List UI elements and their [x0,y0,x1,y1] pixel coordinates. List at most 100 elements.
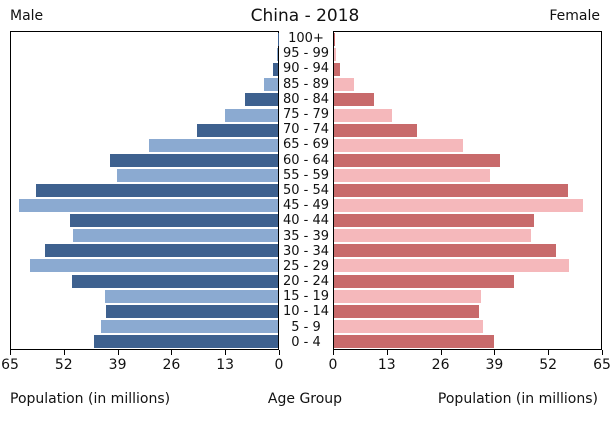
axis-tick-label: 52 [54,357,73,373]
pyramid-row-male [11,198,278,213]
pyramid-row-male [11,168,278,183]
age-group-label: 55 - 59 [282,167,330,183]
female-bar [334,108,392,122]
pyramid-row-male [11,213,278,228]
female-bar [334,274,515,288]
pyramid-row-male [11,77,278,92]
male-bar [101,319,278,333]
age-group-label: 75 - 79 [282,107,330,123]
axis-tick [386,350,388,355]
female-bar [334,78,355,92]
male-plot-area [10,31,279,350]
female-bar [334,319,484,333]
axis-tick-label: 0 [274,357,284,373]
female-axis-caption: Population (in millions) [437,391,598,407]
age-group-label: 40 - 44 [282,213,330,229]
axis-tick-label: 52 [539,357,558,373]
female-bar [334,138,464,152]
axis-tick-label: 65 [593,357,610,373]
female-bar [334,244,556,258]
pyramid-row-male [11,62,278,77]
pyramid-row-female [334,304,601,319]
male-bar [93,334,278,348]
female-bar [334,289,482,303]
male-bar [116,168,278,182]
pyramid-row-male [11,289,278,304]
male-bar [272,63,278,77]
male-bar [149,138,278,152]
axis-tick-label: 26 [162,357,181,373]
age-group-label: 25 - 29 [282,258,330,274]
axis-tick [63,350,65,355]
age-group-label: 80 - 84 [282,91,330,107]
male-bar [19,199,278,213]
male-bar [197,123,278,137]
pyramid-row-male [11,92,278,107]
axis-tick-label: 39 [485,357,504,373]
age-group-label: 95 - 99 [282,46,330,62]
pyramid-row-male [11,243,278,258]
pyramid-row-male [11,123,278,138]
male-bar [106,304,278,318]
female-bar [334,214,535,228]
age-group-label: 85 - 89 [282,76,330,92]
female-bar [334,168,490,182]
age-group-axis-caption: Age Group [267,391,343,407]
age-group-labels: 100+ 95 - 99 90 - 94 85 - 89 80 - 84 75 - 79 7… [279,31,333,350]
age-group-label: 10 - 14 [282,304,330,320]
pyramid-row-male [11,107,278,122]
axis-tick [279,350,280,355]
age-group-label: 20 - 24 [282,274,330,290]
pyramid-row-female [334,123,601,138]
female-bar [334,93,375,107]
age-group-label: 35 - 39 [282,228,330,244]
age-group-label: 100+ [288,31,324,47]
axis-tick-label: 0 [328,357,338,373]
pyramid-row-female [334,77,601,92]
axis-tick [602,350,603,355]
pyramid-row-female [334,138,601,153]
axis-tick-label: 13 [377,357,396,373]
axis-tick [225,350,227,355]
axis-tick [494,350,496,355]
male-bar [29,259,278,273]
pyramid-row-female [334,198,601,213]
female-bar [334,183,569,197]
axis-tick-label: 26 [431,357,450,373]
age-group-label: 70 - 74 [282,122,330,138]
pyramid-row-female [334,334,601,349]
female-bar [334,33,335,47]
male-bar [104,289,278,303]
female-bar [334,304,479,318]
male-bar [263,78,278,92]
pyramid-row-male [11,258,278,273]
female-bar [334,63,341,77]
female-plot-area [333,31,602,350]
pyramid-row-female [334,32,601,47]
pyramid-row-female [334,62,601,77]
age-group-label: 60 - 64 [282,152,330,168]
pyramid-row-female [334,243,601,258]
pyramid-row-male [11,138,278,153]
age-group-label: 5 - 9 [291,319,321,335]
pyramid-row-male [11,334,278,349]
axis-tick [333,350,334,355]
pyramid-row-female [334,258,601,273]
pyramid-row-male [11,319,278,334]
pyramid-row-female [334,92,601,107]
age-group-label: 15 - 19 [282,289,330,305]
axis-tick [117,350,119,355]
male-bar [244,93,278,107]
age-group-label: 45 - 49 [282,198,330,214]
pyramid-row-male [11,47,278,62]
female-bar [334,199,583,213]
pyramid-row-female [334,319,601,334]
male-header-label: Male [10,8,44,24]
axis-tick-label: 39 [108,357,127,373]
male-bar [36,183,278,197]
axis-tick-label: 65 [1,357,19,373]
female-bar [334,123,418,137]
male-axis-caption: Population (in millions) [10,391,171,407]
pyramid-row-female [334,153,601,168]
